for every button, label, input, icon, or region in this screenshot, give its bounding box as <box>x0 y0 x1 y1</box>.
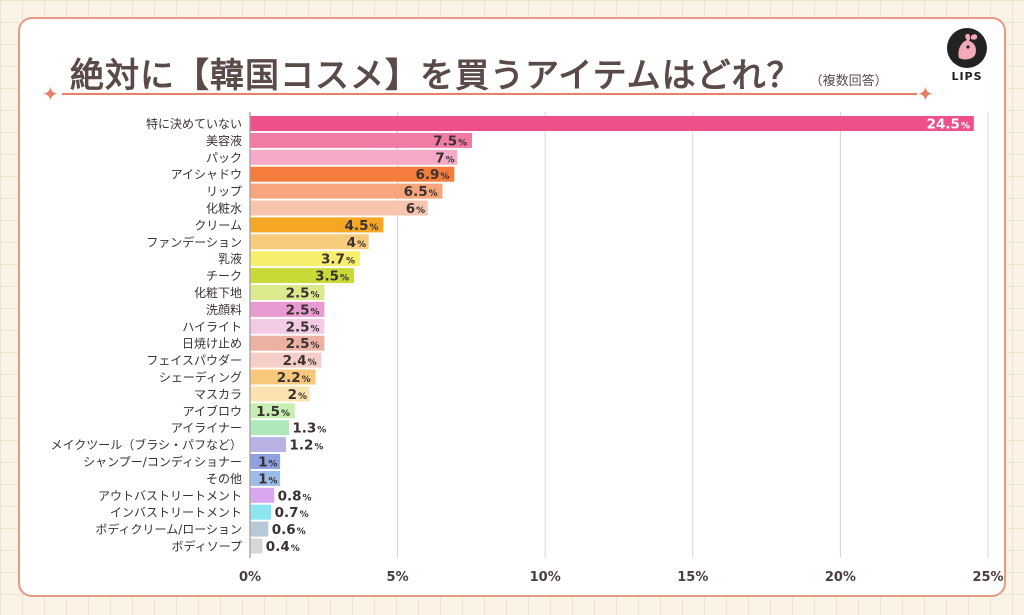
category-label: 特に決めていない <box>146 116 242 131</box>
chart-title: 絶対に【韓国コスメ】を買うアイテムはどれ？ <box>70 56 802 96</box>
category-label: アイブロウ <box>183 403 242 418</box>
x-tick-label: 0% <box>239 570 261 585</box>
x-tick-label: 15% <box>677 570 708 585</box>
bar <box>250 318 325 334</box>
value-label: 0.7% <box>275 505 309 521</box>
bar <box>250 538 263 554</box>
category-label: 化粧下地 <box>194 286 242 300</box>
category-label: シェーディング <box>159 370 242 385</box>
x-tick-label: 5% <box>387 570 409 585</box>
sparkle-right-icon: ✦ <box>917 82 934 106</box>
bar <box>250 454 281 469</box>
category-label: 化粧水 <box>206 202 242 216</box>
category-label: アイシャドウ <box>171 168 242 182</box>
bar <box>250 116 974 131</box>
category-label: ボディクリーム/ローション <box>95 522 242 537</box>
chart-subtitle: （複数回答） <box>809 74 888 89</box>
value-label: 24.5% <box>927 117 970 133</box>
bar <box>250 301 325 317</box>
bar <box>250 437 287 453</box>
bar <box>250 504 272 520</box>
category-label: リップ <box>206 185 242 199</box>
value-label: 1.3% <box>292 421 326 437</box>
bar <box>250 183 443 199</box>
bar <box>250 268 354 284</box>
bar <box>250 234 369 250</box>
category-label: 日焼け止め <box>182 337 242 351</box>
category-label: ボディソープ <box>172 539 242 554</box>
bar <box>250 149 458 165</box>
bar <box>250 403 295 419</box>
x-tick-label: 25% <box>972 570 1003 585</box>
bar <box>250 200 428 216</box>
value-label: 0.4% <box>266 539 300 555</box>
bar <box>250 166 455 182</box>
category-label: シャンプー/コンディショナー <box>83 454 242 469</box>
category-label: メイクツール（ブラシ・パフなど） <box>50 437 242 452</box>
bar <box>250 251 360 267</box>
lips-logo-icon <box>947 28 987 68</box>
category-label: その他 <box>206 472 242 486</box>
x-tick-label: 20% <box>825 570 856 585</box>
category-label: インバストリートメント <box>110 506 242 520</box>
category-label: 洗顔料 <box>206 302 242 317</box>
category-label: パック <box>206 151 242 165</box>
chart-card <box>18 17 1006 597</box>
bar <box>250 217 384 233</box>
bar <box>250 420 289 436</box>
bar <box>250 470 281 486</box>
lips-logo-text: LIPS <box>951 70 983 83</box>
bar <box>250 352 322 368</box>
category-label: ハイライト <box>182 320 242 334</box>
bar <box>250 369 316 385</box>
bar <box>250 521 269 537</box>
value-label: 0.8% <box>278 488 312 504</box>
value-label: 1.2% <box>289 438 323 454</box>
bar <box>250 335 325 351</box>
category-label: マスカラ <box>194 387 242 401</box>
bar <box>250 132 472 148</box>
value-label: 0.6% <box>272 522 306 538</box>
category-label: クリーム <box>194 218 242 232</box>
x-tick-label: 10% <box>530 570 561 585</box>
bar <box>250 285 325 300</box>
bar <box>250 487 275 503</box>
category-label: フェイスパウダー <box>146 353 242 368</box>
category-label: 美容液 <box>206 133 242 148</box>
title-underline <box>62 93 917 95</box>
sparkle-left-icon: ✦ <box>42 82 59 106</box>
category-label: アウトバストリートメント <box>98 489 242 503</box>
title-block: 絶対に【韓国コスメ】を買うアイテムはどれ？ （複数回答） <box>70 33 888 93</box>
lips-logo: LIPS <box>943 28 991 83</box>
bar <box>250 386 310 402</box>
category-label: ファンデーション <box>146 234 242 249</box>
category-label: チーク <box>206 269 242 283</box>
category-label: アイライナー <box>171 421 242 435</box>
category-label: 乳液 <box>218 251 242 266</box>
